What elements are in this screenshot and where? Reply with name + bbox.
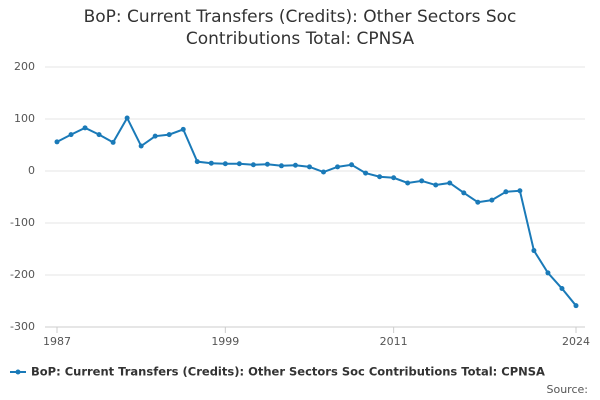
x-tick-label: 1987 [43,335,71,348]
point [447,180,453,186]
point [166,132,172,138]
point [152,133,158,139]
point [264,161,270,167]
point [208,160,214,166]
point [54,139,60,145]
point [96,132,102,138]
point [250,162,256,168]
y-tick-label: 200 [14,60,35,73]
point [559,286,565,292]
y-tick-label: -100 [10,216,35,229]
point [335,164,341,170]
point [236,161,242,167]
point [489,197,495,203]
point [405,180,411,186]
point [419,178,425,184]
point [222,161,228,167]
point [391,175,397,181]
point [138,143,144,149]
point [321,169,327,175]
x-tick-label: 1999 [211,335,239,348]
point [292,162,298,168]
point [377,174,383,180]
point [545,270,551,276]
point [82,125,88,131]
point [68,132,74,138]
y-tick-label: -300 [10,320,35,333]
point [433,182,439,188]
point [517,188,523,194]
point [461,190,467,196]
legend-label: BoP: Current Transfers (Credits): Other … [31,365,545,379]
point [110,139,116,145]
chart-title: BoP: Current Transfers (Credits): Other … [83,7,517,49]
point [503,189,509,195]
point [306,164,312,170]
x-tick-label: 2011 [380,335,408,348]
point [349,162,355,168]
y-tick-label: 0 [28,164,35,177]
legend-marker [15,369,21,375]
line [56,115,577,307]
y-tick-label: 100 [14,112,35,125]
x-tick-label: 2024 [562,335,590,348]
point [531,248,537,254]
point [573,303,579,309]
point [180,126,186,132]
point [363,170,369,176]
point [124,115,130,121]
y-tick-label: -200 [10,268,35,281]
point [194,159,200,165]
source: Source: [547,383,589,396]
point [278,163,284,169]
point [475,199,481,205]
